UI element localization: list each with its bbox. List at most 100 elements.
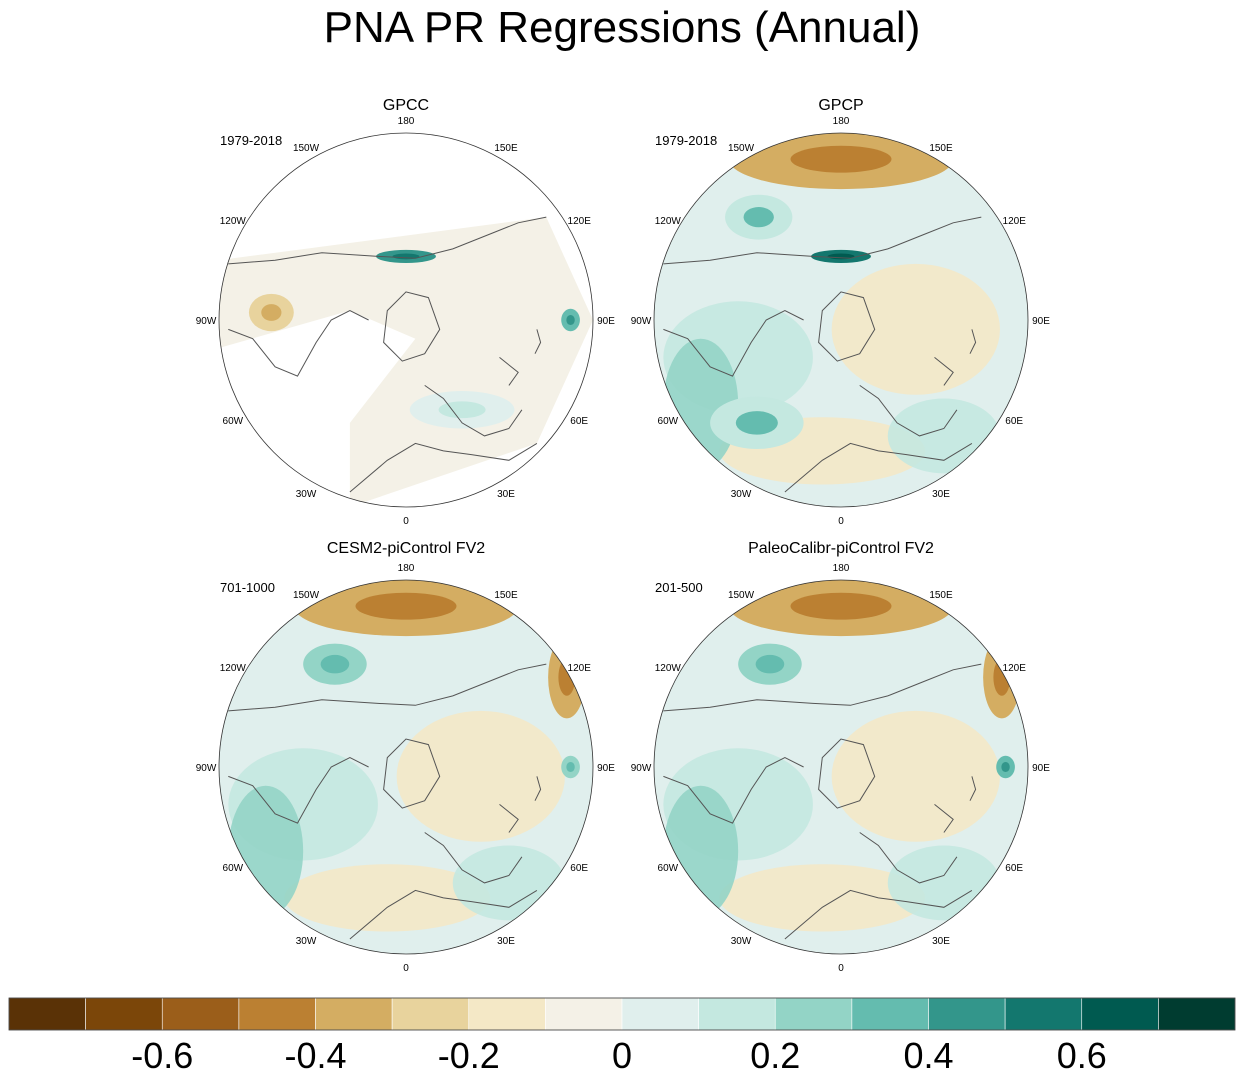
colorbar-bin (85, 997, 163, 1031)
contour-field (831, 710, 1000, 842)
colorbar-bin (315, 997, 393, 1031)
panel-title: GPCC (383, 97, 429, 114)
longitude-label: 150E (494, 143, 518, 154)
longitude-label: 150E (929, 143, 953, 154)
coastline (499, 804, 519, 833)
longitude-label: 60E (570, 863, 588, 874)
contour-field (396, 710, 565, 842)
map-panel: PaleoCalibr-piControl FV2 201-500 180 150E 1… (631, 540, 1051, 974)
contour-core (790, 145, 892, 173)
coastline (383, 738, 441, 809)
longitude-label: 90W (196, 316, 217, 327)
longitude-label: 120W (220, 663, 247, 674)
panel-title: PaleoCalibr-piControl FV2 (748, 540, 934, 557)
longitude-label: 180 (833, 563, 850, 574)
colorbar-bin (1158, 997, 1236, 1031)
longitude-label: 90W (196, 763, 217, 774)
panel-period: 201-500 (655, 580, 703, 595)
colorbar-bin (851, 997, 929, 1031)
longitude-label: 90W (631, 316, 652, 327)
longitude-label: 120E (568, 663, 592, 674)
longitude-label: 60E (570, 416, 588, 427)
contour-core (566, 314, 575, 326)
colorbar-bin (1004, 997, 1083, 1031)
longitude-label: 30E (497, 936, 515, 947)
colorbar: -0.6 -0.4 -0.2 0 0.2 0.4 0.6 (8, 997, 1236, 1076)
coastline (424, 832, 523, 884)
contour-core (1001, 761, 1010, 773)
map-border (653, 579, 1029, 955)
coastline (349, 442, 538, 493)
coastline (534, 329, 542, 354)
longitude-label: 0 (403, 963, 409, 974)
map-border (218, 132, 594, 508)
colorbar-tick-label: 0.2 (750, 1035, 800, 1076)
contour-field (663, 785, 739, 917)
contour-field (887, 398, 1000, 474)
colorbar-frame (8, 997, 1236, 1031)
contour-core (755, 654, 785, 674)
colorbar-bin (928, 997, 1006, 1031)
colorbar-tick-label: 0 (612, 1035, 632, 1076)
coastline (859, 832, 958, 884)
colorbar-bin (1081, 997, 1159, 1031)
colorbar-bin (8, 997, 86, 1031)
longitude-label: 120W (655, 663, 682, 674)
colorbar-tick-label: -0.6 (131, 1035, 193, 1076)
colorbar-bin (621, 997, 699, 1031)
longitude-label: 150E (929, 590, 953, 601)
coastline (934, 357, 954, 386)
colorbar-bin (545, 997, 623, 1031)
longitude-label: 30E (932, 936, 950, 947)
longitude-label: 60W (223, 863, 244, 874)
coastline (818, 291, 876, 362)
coastline (663, 216, 982, 265)
longitude-label: 60W (658, 863, 679, 874)
longitude-label: 0 (403, 516, 409, 527)
coastline (228, 216, 547, 265)
coastline (859, 384, 958, 437)
map-border (218, 579, 594, 955)
coastline (784, 889, 973, 940)
map-border (653, 132, 1029, 508)
longitude-label: 120W (220, 216, 247, 227)
longitude-label: 120E (1003, 216, 1027, 227)
contour-core (438, 401, 486, 419)
colorbar-bin (698, 997, 776, 1031)
longitude-label: 90E (597, 316, 615, 327)
longitude-label: 30E (497, 489, 515, 500)
longitude-label: 60E (1005, 863, 1023, 874)
longitude-label: 30W (731, 936, 752, 947)
map-panel: GPCP 1979-2018 180 150E 120E 90E 60E 30E 0 30W 60W… (631, 97, 1051, 527)
colorbar-bin (774, 997, 853, 1031)
colorbar-bin (238, 997, 316, 1031)
colorbar-bin (161, 997, 240, 1031)
colorbar-bin (468, 997, 546, 1031)
contour-field (452, 845, 565, 921)
longitude-label: 90E (597, 763, 615, 774)
coastline (424, 384, 523, 437)
panel-title: GPCP (818, 97, 863, 114)
colorbar-tick-label: -0.4 (284, 1035, 346, 1076)
longitude-label: 120E (1003, 663, 1027, 674)
contour-field (719, 864, 926, 932)
contour-core (261, 304, 282, 321)
coastline (784, 442, 973, 493)
contour-core (320, 654, 350, 674)
longitude-label: 60E (1005, 416, 1023, 427)
longitude-label: 150E (494, 590, 518, 601)
contour-field (284, 864, 491, 932)
colorbar-tick-label: 0.4 (903, 1035, 953, 1076)
longitude-label: 30W (731, 489, 752, 500)
contour-core (735, 411, 778, 435)
contour-core (566, 761, 575, 773)
contour-field (228, 785, 304, 917)
panel-period: 1979-2018 (655, 133, 717, 148)
contour-core (355, 592, 457, 620)
longitude-label: 30W (296, 936, 317, 947)
longitude-label: 90E (1032, 763, 1050, 774)
contour-field (887, 845, 1000, 921)
longitude-label: 90W (631, 763, 652, 774)
coastline (663, 663, 982, 712)
